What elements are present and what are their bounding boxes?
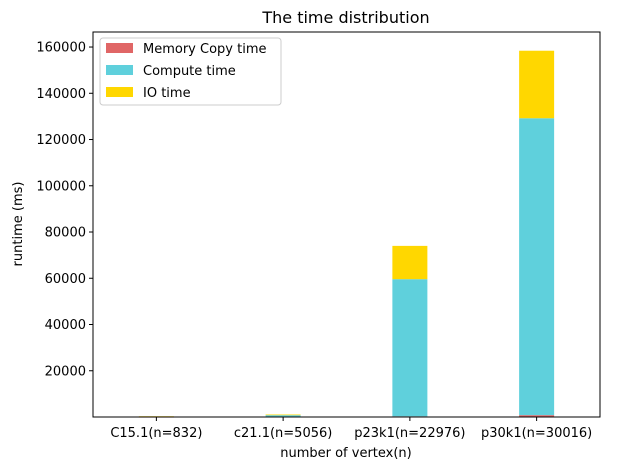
y-tick-label: 160000	[36, 41, 86, 56]
bar-segment	[265, 415, 301, 417]
legend-swatch	[106, 65, 133, 75]
legend-swatch	[106, 87, 133, 97]
y-tick-label: 60000	[45, 272, 86, 287]
y-tick-label: 40000	[45, 318, 86, 333]
y-tick-label: 140000	[36, 87, 86, 102]
y-tick-label: 120000	[36, 133, 86, 148]
legend-frame	[99, 37, 282, 106]
y-axis-label: runtime (ms)	[11, 182, 26, 267]
bar-segment	[519, 50, 555, 119]
y-axis: 20000 40000 60000 80000 100000 120000 140000 16…	[36, 41, 93, 379]
x-tick-label: C15.1(n=832)	[110, 426, 202, 441]
x-axis-label: number of vertex(n)	[280, 446, 412, 461]
x-tick-label: p23k1(n=22976)	[354, 426, 465, 441]
legend-swatch	[106, 43, 133, 53]
x-tick-label: c21.1(n=5056)	[234, 426, 332, 441]
bar-segment	[519, 118, 555, 416]
legend-label: Memory Copy time	[143, 42, 266, 57]
x-axis: C15.1(n=832) c21.1(n=5056) p23k1(n=22976) p…	[110, 417, 592, 441]
y-tick-label: 20000	[45, 364, 86, 379]
legend: Memory Copy time Compute time IO time	[99, 37, 282, 106]
bar-segment	[392, 245, 428, 280]
bars-layer	[138, 50, 555, 418]
bar-segment	[265, 414, 301, 416]
x-tick-label: p30k1(n=30016)	[481, 426, 592, 441]
bar-segment	[392, 279, 428, 417]
y-tick-label: 80000	[45, 226, 86, 241]
chart-title: The time distribution	[261, 8, 429, 27]
y-tick-label: 100000	[36, 179, 86, 194]
legend-label: Compute time	[143, 64, 236, 79]
plot-frame	[92, 31, 601, 418]
legend-label: IO time	[143, 86, 191, 101]
bar-segment	[519, 415, 555, 417]
